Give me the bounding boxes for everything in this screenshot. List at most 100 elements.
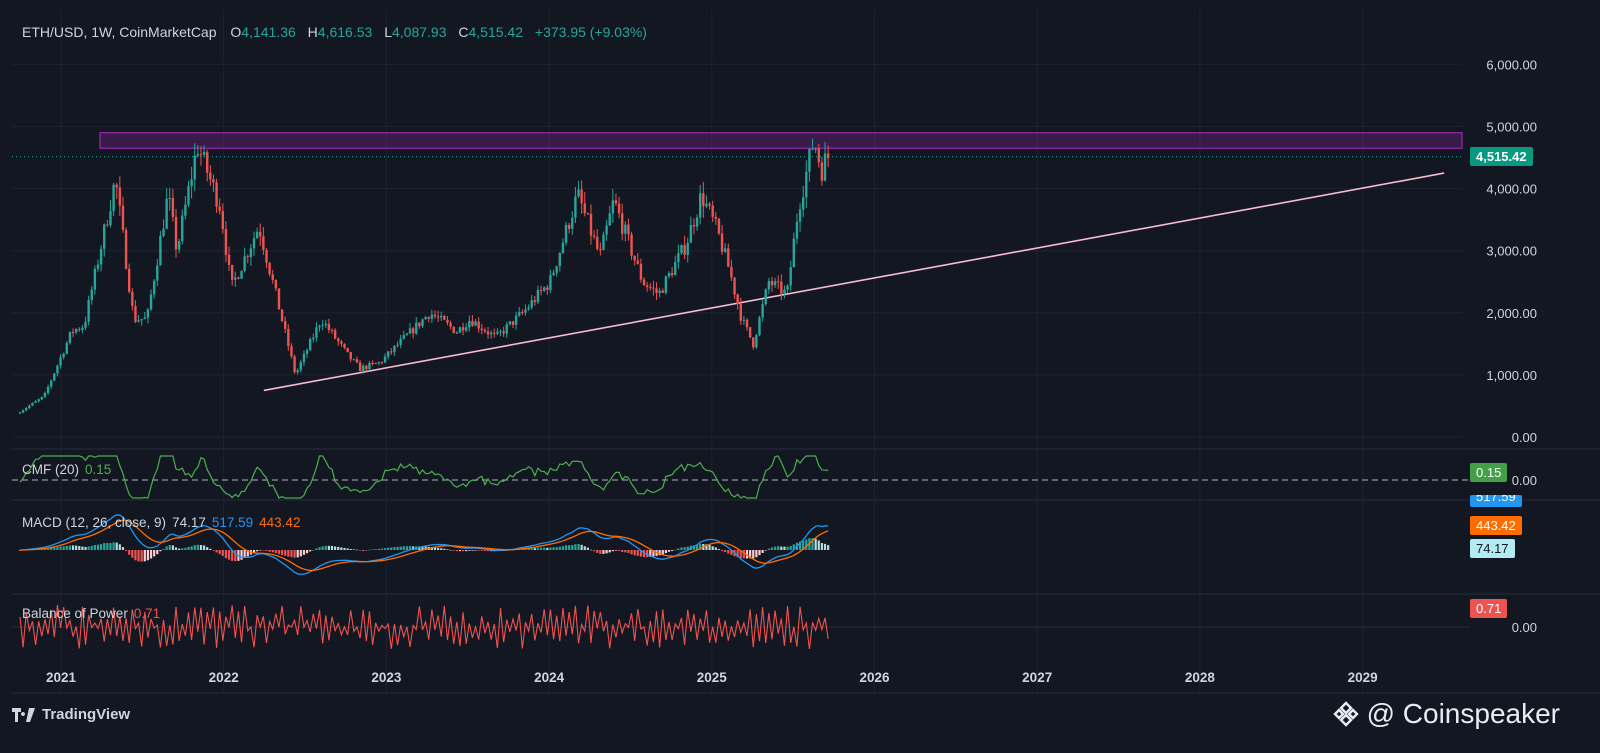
macd-histogram-bar <box>349 549 352 550</box>
macd-histogram-bar <box>664 550 667 554</box>
candle-body <box>789 267 792 286</box>
macd-histogram-bar <box>536 547 540 550</box>
candle-body <box>84 321 87 328</box>
macd-histogram-bar <box>418 546 421 550</box>
candle-body <box>293 356 296 373</box>
macd-histogram-bar <box>71 545 75 550</box>
macd-histogram-bar <box>593 550 596 552</box>
macd-histogram-bar <box>627 550 630 553</box>
candle-body <box>736 294 739 304</box>
candle-body <box>755 335 758 348</box>
macd-histogram-bar <box>692 545 696 550</box>
candle-body <box>686 242 689 255</box>
candle-body <box>452 326 455 333</box>
candle-body <box>43 392 47 397</box>
macd-histogram-bar <box>371 549 374 550</box>
macd-histogram-bar <box>527 548 530 550</box>
candle-body <box>720 233 724 252</box>
candles-group <box>18 138 830 414</box>
symbol-label[interactable]: ETH/USD, 1W, CoinMarketCap <box>22 24 217 40</box>
candle-body <box>218 206 221 212</box>
candle-body <box>783 289 786 294</box>
macd-histogram-bar <box>137 550 140 562</box>
candle-body <box>215 182 218 207</box>
candle-body <box>321 324 324 326</box>
candle-body <box>99 248 103 265</box>
candle-body <box>383 356 387 363</box>
candle-body <box>786 285 789 290</box>
candle-body <box>730 266 733 278</box>
candle-body <box>355 359 359 363</box>
macd-histogram-bar <box>543 547 546 550</box>
macd-histogram-bar <box>18 550 22 551</box>
macd-histogram-bar <box>321 546 324 550</box>
macd-histogram-bar <box>602 550 605 554</box>
candle-body <box>521 312 524 314</box>
candle-body <box>795 221 799 239</box>
macd-histogram-bar <box>65 545 68 550</box>
candle-body <box>814 148 817 150</box>
macd-histogram-bar <box>131 550 134 558</box>
macd-histogram-bar <box>299 550 302 557</box>
candle-body <box>196 154 200 156</box>
candle-body <box>78 329 81 331</box>
macd-histogram-bar <box>421 546 424 550</box>
candle-body <box>49 380 53 387</box>
candle-body <box>449 322 452 327</box>
macd-histogram-bar <box>699 543 702 550</box>
macd-histogram-bar <box>68 545 72 550</box>
candle-body <box>727 248 730 267</box>
candle-body <box>418 322 421 327</box>
candle-body <box>255 231 259 239</box>
open-label: O <box>230 24 242 40</box>
candle-body <box>424 317 427 320</box>
candle-body <box>493 332 496 334</box>
candle-body <box>290 346 293 357</box>
macd-histogram-bar <box>802 540 805 550</box>
candle-body <box>627 224 630 235</box>
macd-histogram-bar <box>224 550 228 559</box>
candle-body <box>536 289 540 303</box>
macd-legend[interactable]: MACD (12, 26, close, 9) 74.17 517.59 443.42 <box>22 515 306 530</box>
candle-body <box>502 331 505 334</box>
candle-body <box>380 362 384 364</box>
candle-body <box>21 410 25 413</box>
tradingview-logo[interactable]: TradingView <box>12 706 130 723</box>
candle-body <box>333 330 337 339</box>
macd-histogram-bar <box>661 550 664 555</box>
macd-histogram-bar <box>159 550 162 552</box>
bop-legend[interactable]: Balance of Power 0.71 <box>22 606 166 621</box>
macd-histogram-bar <box>471 550 474 551</box>
watermark-text: @ Coinspeaker <box>1366 698 1560 729</box>
macd-histogram-bar <box>786 546 789 550</box>
cmf-legend[interactable]: CMF (20) 0.15 <box>22 462 117 477</box>
candle-body <box>312 337 315 340</box>
candle-body <box>152 280 156 295</box>
macd-histogram-bar <box>93 544 96 550</box>
macd-histogram-bar <box>820 543 824 550</box>
macd-histogram-bar <box>153 550 156 557</box>
macd-histogram-bar <box>783 546 786 550</box>
candle-body <box>368 362 371 370</box>
macd-histogram-bar <box>50 547 53 550</box>
signal-line <box>19 519 829 571</box>
high-label: H <box>307 24 318 40</box>
candle-body <box>240 270 243 279</box>
bop-label: Balance of Power <box>22 606 128 621</box>
macd-histogram-bar <box>596 550 599 553</box>
macd-histogram-bar <box>330 545 334 550</box>
macd-histogram-bar <box>561 546 565 550</box>
macd-histogram-bar <box>396 546 399 550</box>
macd-histogram-bar <box>259 550 262 551</box>
candle-body <box>371 362 374 364</box>
macd-histogram-bar <box>814 538 817 550</box>
candle-body <box>580 189 583 204</box>
macd-histogram-bar <box>202 545 206 550</box>
candle-body <box>230 264 234 280</box>
macd-histogram-bar <box>171 545 174 550</box>
candle-body <box>748 327 752 338</box>
candle-body <box>608 213 611 226</box>
candle-body <box>642 279 646 286</box>
cmf-value: 0.15 <box>85 462 112 477</box>
